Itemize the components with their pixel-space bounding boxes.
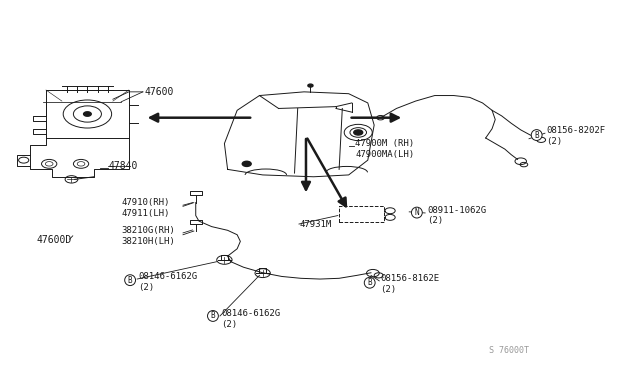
Text: N: N	[415, 208, 419, 217]
Text: 47900M (RH)
47900MA(LH): 47900M (RH) 47900MA(LH)	[355, 140, 414, 159]
Text: 47910(RH)
47911(LH): 47910(RH) 47911(LH)	[121, 198, 170, 218]
Text: B: B	[128, 276, 132, 285]
Text: 08911-1062G
(2): 08911-1062G (2)	[427, 206, 486, 225]
Text: 47840: 47840	[108, 161, 138, 171]
Text: 08146-6162G
(2): 08146-6162G (2)	[221, 309, 280, 328]
Text: 08156-8202F
(2): 08156-8202F (2)	[546, 126, 605, 146]
Text: B: B	[534, 131, 539, 140]
Text: B: B	[211, 311, 215, 320]
Circle shape	[354, 130, 363, 135]
Text: 47600D: 47600D	[36, 234, 72, 244]
Text: 38210G(RH)
38210H(LH): 38210G(RH) 38210H(LH)	[121, 226, 175, 246]
Text: 47931M: 47931M	[300, 220, 332, 229]
Circle shape	[308, 84, 313, 87]
Circle shape	[243, 161, 251, 166]
Text: 08156-8162E
(2): 08156-8162E (2)	[381, 274, 440, 294]
Text: 47600: 47600	[145, 87, 174, 97]
Text: S 76000T: S 76000T	[489, 346, 529, 355]
Text: B: B	[367, 278, 372, 287]
Circle shape	[84, 112, 92, 116]
Text: 08146-6162G
(2): 08146-6162G (2)	[138, 272, 198, 292]
